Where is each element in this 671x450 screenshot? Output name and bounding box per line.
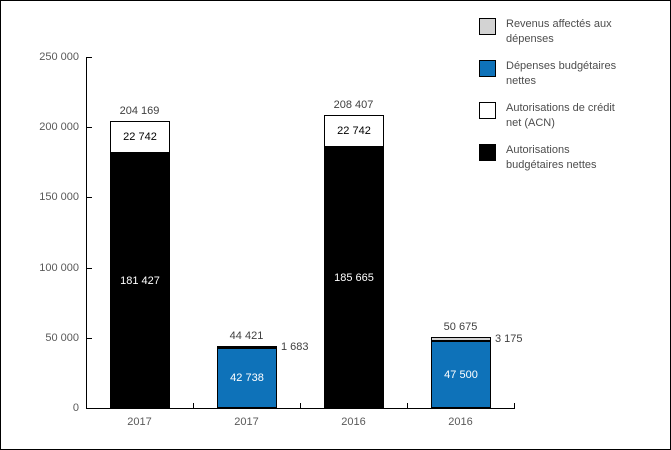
bar-segment [110,153,170,408]
y-tick-label: 200 000 [39,121,79,133]
bar-segment [324,147,384,408]
y-tick-label: 150 000 [39,191,79,203]
x-category-label: 2017 [234,416,259,428]
bar-total-label: 204 169 [119,105,160,118]
y-tick [87,127,92,128]
legend: Revenus affectés aux dépenses Dépenses bu… [479,18,664,186]
y-tick [87,338,92,339]
x-tick [193,403,194,408]
y-tick-label: 250 000 [39,51,79,63]
bar-total-label: 208 407 [333,99,374,112]
y-tick [87,197,92,198]
legend-swatch-icon [479,102,496,119]
y-tick-label: 100 000 [39,262,79,274]
bar-segment-side-label: 1 683 [281,340,309,353]
bar-segment-side-label: 3 175 [495,333,523,346]
x-axis-line [86,408,515,409]
legend-label: Revenus affectés aux dépenses [506,18,612,45]
legend-label: Dépenses budgétaires nettes [506,60,617,87]
bar-total-label: 50 675 [443,320,478,333]
bar-segment [110,121,170,154]
y-axis-line [86,57,87,409]
legend-swatch-icon [479,144,496,161]
x-tick [514,403,515,408]
legend-item: Revenus affectés aux dépenses [479,18,664,47]
legend-swatch-icon [479,60,496,77]
x-category-label: 2017 [127,416,152,428]
x-tick [300,403,301,408]
bar-segment [324,115,384,148]
y-tick-label: 50 000 [45,332,79,344]
bar-segment [431,341,491,408]
legend-item: Dépenses budgétaires nettes [479,60,664,89]
legend-swatch-icon [479,18,496,35]
legend-label: Autorisations budgétaires nettes [506,144,597,171]
bar-segment [431,336,491,342]
y-tick [87,268,92,269]
x-category-label: 2016 [341,416,366,428]
x-category-label: 2016 [448,416,473,428]
bar-segment [217,348,277,408]
x-tick [407,403,408,408]
bar-segment [217,345,277,348]
y-tick-label: 0 [72,402,79,414]
bar-total-label: 44 421 [229,329,264,342]
legend-label: Autorisations de crédit net (ACN) [506,102,615,129]
legend-item: Autorisations budgétaires nettes [479,144,664,173]
y-tick [87,57,92,58]
legend-item: Autorisations de crédit net (ACN) [479,102,664,131]
